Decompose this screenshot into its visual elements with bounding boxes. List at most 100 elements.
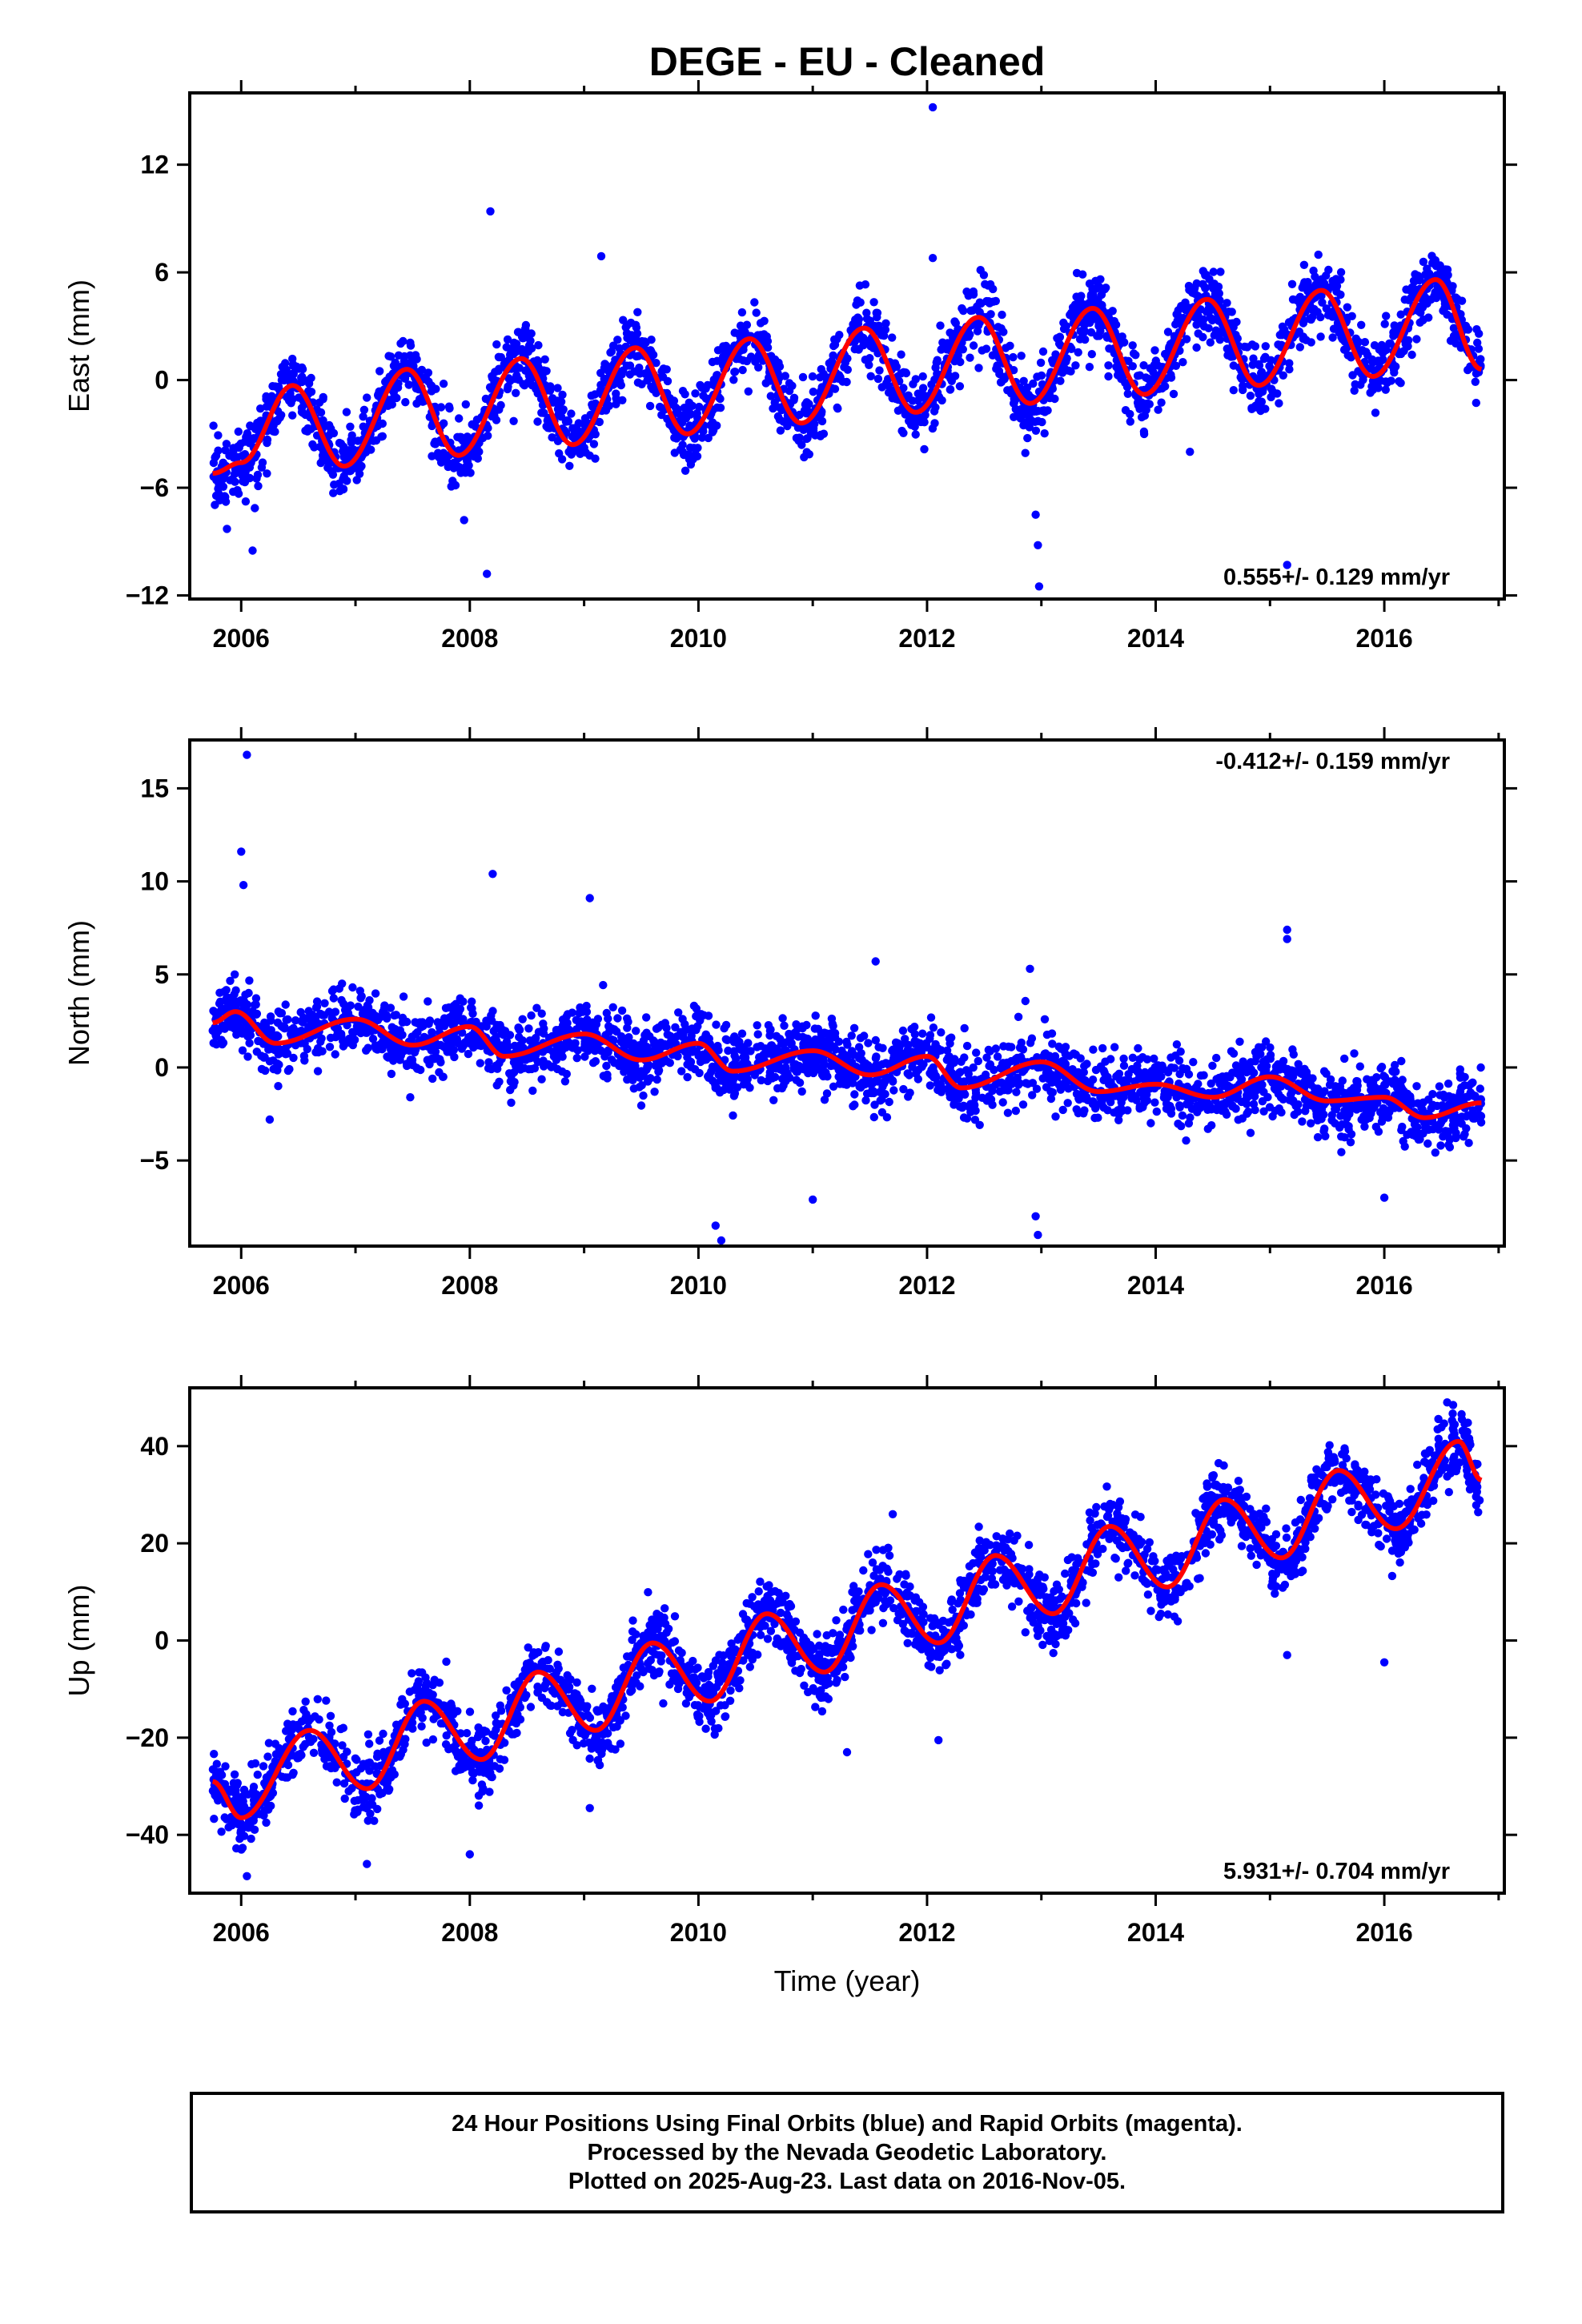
data-point xyxy=(476,1059,484,1068)
data-point xyxy=(877,1095,886,1104)
data-point xyxy=(262,402,271,411)
y-tick-label: 12 xyxy=(140,151,169,179)
data-point xyxy=(567,409,576,418)
data-point xyxy=(1285,359,1294,368)
data-point xyxy=(288,360,298,369)
data-point xyxy=(1413,1123,1422,1132)
data-point xyxy=(704,1011,713,1020)
data-point xyxy=(870,1100,879,1109)
data-point xyxy=(950,1100,958,1109)
data-point xyxy=(323,463,332,472)
data-point xyxy=(849,1023,859,1033)
data-point xyxy=(759,1055,768,1063)
data-point xyxy=(209,458,219,468)
data-point xyxy=(1102,333,1112,342)
data-point xyxy=(512,388,520,397)
data-point xyxy=(704,433,713,443)
data-point xyxy=(817,407,826,416)
data-point xyxy=(572,1054,581,1063)
data-point xyxy=(1160,1087,1170,1096)
data-point xyxy=(273,416,283,424)
data-point xyxy=(1397,1056,1406,1066)
data-point xyxy=(1443,265,1452,274)
data-point xyxy=(632,1027,640,1035)
data-point xyxy=(1237,1075,1247,1084)
data-point xyxy=(1236,372,1245,382)
data-point xyxy=(588,1036,597,1045)
data-point xyxy=(1411,270,1419,279)
data-point xyxy=(320,999,329,1008)
data-point xyxy=(1431,293,1441,303)
data-point xyxy=(903,1069,912,1078)
data-point xyxy=(221,497,231,506)
data-point xyxy=(1383,378,1391,388)
data-point xyxy=(1173,316,1182,325)
data-point xyxy=(1360,1122,1369,1132)
data-point xyxy=(580,443,588,452)
x-tick-label: 2008 xyxy=(441,624,498,653)
data-point xyxy=(1038,347,1048,356)
data-point xyxy=(754,363,763,372)
data-point xyxy=(313,1067,323,1076)
data-point xyxy=(1466,1088,1476,1097)
data-point xyxy=(817,1030,826,1039)
data-point xyxy=(822,1089,832,1098)
data-point xyxy=(1204,324,1213,332)
data-point xyxy=(1427,259,1437,267)
data-point xyxy=(859,333,868,343)
data-point xyxy=(1023,433,1032,443)
data-point xyxy=(897,1052,906,1062)
data-point xyxy=(772,1031,781,1041)
data-point xyxy=(1096,327,1105,336)
data-point xyxy=(877,383,886,392)
data-point xyxy=(757,1076,765,1085)
data-point xyxy=(329,994,338,1003)
data-point xyxy=(1034,416,1042,425)
data-point xyxy=(713,346,723,355)
data-point xyxy=(878,1059,887,1069)
data-point xyxy=(401,398,410,407)
data-point xyxy=(209,1007,218,1015)
data-point xyxy=(742,356,752,366)
data-point xyxy=(677,417,687,426)
data-point xyxy=(843,365,853,374)
data-point xyxy=(371,989,380,998)
data-point xyxy=(988,351,998,360)
data-point xyxy=(773,362,782,371)
data-point xyxy=(239,476,247,486)
data-point xyxy=(457,1028,467,1037)
y-tick-label: −6 xyxy=(140,473,169,502)
data-point xyxy=(263,435,272,444)
data-point xyxy=(1066,367,1075,376)
data-point xyxy=(1285,365,1294,374)
data-point xyxy=(907,420,916,429)
data-point xyxy=(636,1101,646,1110)
data-point xyxy=(921,1039,931,1048)
data-point xyxy=(1118,373,1127,382)
data-point xyxy=(689,1047,697,1055)
data-point xyxy=(685,451,694,460)
outlier-point xyxy=(928,103,938,112)
outlier-point xyxy=(1031,510,1040,519)
data-point xyxy=(1318,298,1327,307)
data-point xyxy=(929,1023,938,1032)
data-point xyxy=(889,1045,897,1054)
data-point xyxy=(234,427,243,436)
data-point xyxy=(524,372,533,380)
data-point xyxy=(739,1052,748,1062)
data-point xyxy=(778,1014,787,1023)
data-point xyxy=(506,351,515,360)
data-point xyxy=(1208,279,1217,289)
data-point xyxy=(908,396,917,405)
data-point xyxy=(298,377,307,386)
data-point xyxy=(449,1045,459,1055)
data-point xyxy=(1357,320,1366,329)
data-point xyxy=(1128,362,1138,371)
data-point xyxy=(969,341,978,350)
data-point xyxy=(330,480,339,489)
data-point xyxy=(1223,344,1232,353)
data-point xyxy=(829,341,838,351)
data-point xyxy=(1177,1122,1186,1131)
data-point xyxy=(781,372,789,380)
data-point xyxy=(490,376,499,384)
